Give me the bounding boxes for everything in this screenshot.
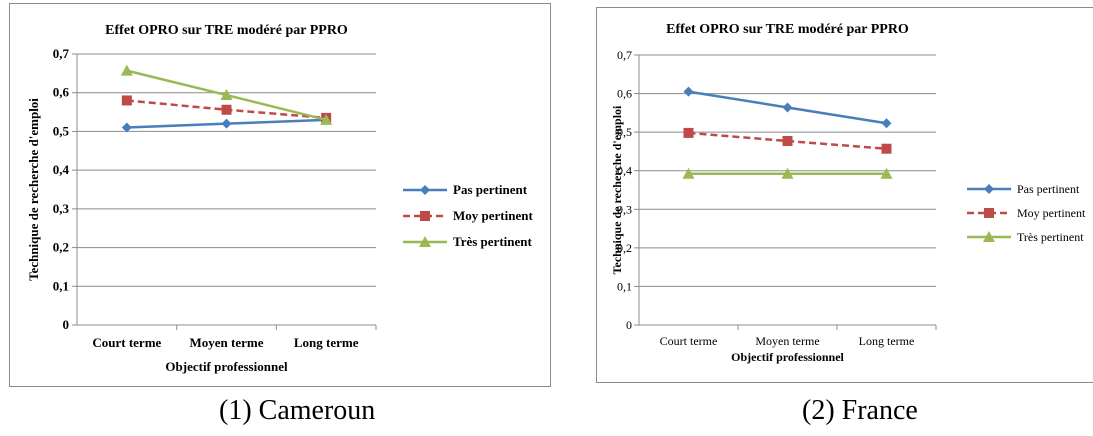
data-point	[121, 122, 132, 133]
y-tick-label: 0,2	[53, 240, 69, 255]
data-point	[683, 86, 694, 97]
data-point	[781, 167, 794, 179]
data-point	[880, 167, 893, 179]
series-moy-pertinent	[683, 127, 892, 154]
legend-entry: Pas pertinent	[967, 182, 1080, 196]
chart-cameroun: Effet OPRO sur TRE modéré par PPRO 0 0,1 0,…	[26, 23, 533, 374]
x-tick-labels: Court terme Moyen terme Long terme	[660, 334, 915, 348]
y-tick-label: 0,4	[53, 162, 70, 177]
data-point	[881, 143, 892, 154]
x-tick-label: Long terme	[294, 335, 359, 350]
x-tick-label: Court terme	[92, 335, 161, 350]
y-tick-label: 0,1	[53, 278, 69, 293]
x-tick-label: Moyen terme	[190, 335, 264, 350]
x-tick-labels: Court terme Moyen terme Long terme	[92, 335, 358, 350]
y-axis-label: Technique de recherche d'emploi	[610, 105, 624, 274]
legend-label: Moy pertinent	[453, 208, 533, 223]
data-point	[221, 104, 232, 115]
y-axis-label: Technique de recherche d'emploi	[26, 98, 41, 281]
gridlines	[634, 54, 936, 326]
chart-title: Effet OPRO sur TRE modéré par PPRO	[666, 22, 909, 37]
x-tick-label: Court terme	[660, 334, 718, 348]
legend-entry: Pas pertinent	[403, 182, 528, 197]
x-tick-label: Moyen terme	[755, 334, 819, 348]
data-point	[682, 167, 695, 179]
y-tick-label: 0,7	[53, 46, 70, 61]
chart-france: Effet OPRO sur TRE modéré par PPRO 0 0,1 0,…	[610, 22, 1086, 364]
y-tick-label: 0,1	[617, 279, 632, 293]
y-tick-label: 0,5	[53, 123, 70, 138]
legend-entry: Très pertinent	[967, 230, 1084, 244]
y-tick-label: 0,3	[53, 201, 70, 216]
series-tr-s-pertinent	[682, 167, 893, 179]
y-tick-label: 0,5	[617, 125, 632, 139]
y-tick-labels: 0 0,1 0,2 0,3 0,4 0,5 0,6 0,7	[617, 48, 632, 332]
data-point	[121, 95, 132, 106]
caption-france: (2) France	[802, 395, 918, 426]
chart-panel-cameroun: Effet OPRO sur TRE modéré par PPRO 0 0,1 0,…	[9, 3, 551, 387]
y-tick-label: 0,3	[617, 202, 632, 216]
x-tick-label: Long terme	[859, 334, 915, 348]
y-tick-label: 0,6	[53, 85, 70, 100]
y-tick-label: 0,4	[617, 164, 632, 178]
legend-marker	[983, 231, 995, 242]
legend-label: Très pertinent	[453, 234, 532, 249]
legend-entry: Moy pertinent	[967, 206, 1086, 220]
legend-marker	[420, 185, 430, 195]
y-tick-label: 0,2	[617, 241, 632, 255]
legend-label: Pas pertinent	[1017, 182, 1080, 196]
y-tick-label: 0	[626, 318, 632, 332]
caption-cameroun: (1) Cameroun	[219, 395, 376, 426]
gridlines	[72, 53, 376, 326]
data-point	[782, 136, 793, 147]
y-tick-label: 0	[63, 317, 70, 332]
x-axis-label: Objectif professionnel	[731, 350, 844, 364]
legend-marker	[984, 184, 994, 194]
x-axis-label: Objectif professionnel	[165, 359, 288, 374]
legend-label: Moy pertinent	[1017, 206, 1086, 220]
data-point	[120, 64, 133, 76]
series-pas-pertinent	[121, 114, 332, 133]
legend-entry: Moy pertinent	[403, 208, 533, 223]
series-tr-s-pertinent	[120, 64, 333, 125]
legend-label: Pas pertinent	[453, 182, 528, 197]
data-point	[782, 102, 793, 113]
legend-entry: Très pertinent	[403, 234, 532, 249]
y-tick-label: 0,6	[617, 87, 632, 101]
y-tick-label: 0,7	[617, 48, 632, 62]
legend-label: Très pertinent	[1017, 230, 1084, 244]
series-pas-pertinent	[683, 86, 892, 129]
legend-marker	[984, 208, 994, 218]
legend-marker	[420, 211, 430, 221]
data-point	[683, 127, 694, 138]
legend-marker	[419, 236, 431, 247]
y-tick-labels: 0 0,1 0,2 0,3 0,4 0,5 0,6 0,7	[53, 46, 70, 332]
data-point	[220, 89, 233, 101]
data-point	[221, 118, 232, 129]
chart-title: Effet OPRO sur TRE modéré par PPRO	[105, 23, 348, 38]
data-point	[881, 118, 892, 129]
data-point	[320, 113, 333, 125]
chart-panel-france: Effet OPRO sur TRE modéré par PPRO 0 0,1 0,…	[596, 7, 1093, 383]
